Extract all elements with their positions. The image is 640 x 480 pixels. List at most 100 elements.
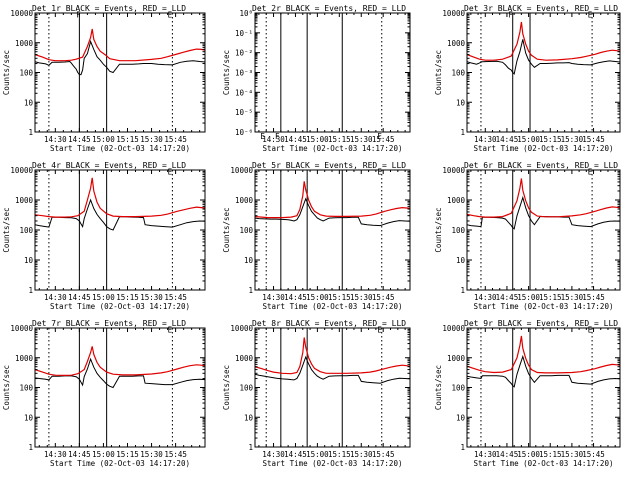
y-tick-label: 1000 <box>15 196 34 205</box>
x-axis-label: Start Time (02-Oct-03 14:17:20) <box>263 459 403 468</box>
x-tick-label: 14:45 <box>496 293 519 302</box>
y-tick-label: 10 <box>456 98 466 107</box>
series-events <box>467 39 620 75</box>
y-tick-label: 1 <box>248 443 253 452</box>
series-events <box>35 39 205 76</box>
x-tick-label: 15:45 <box>372 450 395 459</box>
marker-label: E <box>168 10 173 19</box>
x-tick-label: 15:30 <box>350 293 373 302</box>
y-tick-label: 1000 <box>235 354 254 363</box>
y-tick-label: 10000 <box>10 166 33 175</box>
x-tick-label: 15:45 <box>372 135 395 144</box>
x-tick-label: 15:15 <box>328 450 351 459</box>
series-lld <box>467 21 620 61</box>
y-tick-label: 10000 <box>230 166 253 175</box>
y-tick-label: 10000 <box>230 324 253 333</box>
x-tick-label: 15:30 <box>350 450 373 459</box>
y-tick-label: 10000 <box>442 166 465 175</box>
y-tick-label: 100 <box>451 384 465 393</box>
panel-title: Det 2r BLACK = Events, RED = LLD <box>252 4 406 13</box>
axes-frame <box>34 169 206 291</box>
x-tick-label: 14:45 <box>68 450 91 459</box>
series-lld <box>255 181 410 219</box>
y-tick-label: 1 <box>460 286 465 295</box>
y-axis-label: Counts/sec <box>2 50 11 95</box>
marker-label: E <box>588 167 593 176</box>
x-tick-label: 15:00 <box>517 293 540 302</box>
x-tick-label: 14:30 <box>474 135 497 144</box>
y-axis-label: Counts/sec <box>222 207 231 252</box>
marker-label: E <box>260 132 265 141</box>
y-tick-label: 100 <box>451 226 465 235</box>
axes-frame <box>34 327 206 448</box>
axes-frame <box>254 169 411 291</box>
marker-label: F <box>275 132 280 141</box>
panel-title: Det 4r BLACK = Events, RED = LLD <box>32 161 186 170</box>
y-tick-label: 10000 <box>10 9 33 18</box>
y-tick-label: 1 <box>28 128 33 137</box>
panel-title: Det 7r BLACK = Events, RED = LLD <box>32 319 186 328</box>
panel-title: Det 3r BLACK = Events, RED = LLD <box>464 4 618 13</box>
y-tick-label: 10 <box>456 256 466 265</box>
y-axis-label: Counts/sec <box>434 50 443 95</box>
y-tick-label: 10⁻⁶ <box>235 128 253 137</box>
y-tick-label: 10000 <box>442 9 465 18</box>
y-tick-label: 1000 <box>447 354 466 363</box>
x-tick-label: 15:00 <box>517 450 540 459</box>
marker-label: E <box>588 325 593 334</box>
x-tick-label: 14:30 <box>262 293 285 302</box>
marker-label: F <box>76 10 81 19</box>
x-tick-label: 15:00 <box>92 450 115 459</box>
y-axis-label: Counts/sec <box>2 207 11 252</box>
x-tick-label: 14:30 <box>44 450 67 459</box>
x-tick-label: 15:15 <box>328 293 351 302</box>
x-tick-label: 15:15 <box>539 135 562 144</box>
panel-title: Det 9r BLACK = Events, RED = LLD <box>464 319 618 328</box>
x-axis-label: Start Time (02-Oct-03 14:17:20) <box>263 302 403 311</box>
y-tick-label: 100 <box>239 226 253 235</box>
marker-label: E <box>588 10 593 19</box>
x-tick-label: 15:45 <box>164 293 187 302</box>
axes-frame <box>466 12 621 133</box>
marker-label: E <box>168 167 173 176</box>
x-tick-label: 14:30 <box>44 293 67 302</box>
series-events <box>467 354 620 388</box>
axes-frame <box>254 12 411 133</box>
y-tick-label: 1 <box>28 286 33 295</box>
series-events <box>35 198 205 231</box>
x-tick-label: 15:15 <box>539 293 562 302</box>
series-lld <box>35 28 205 62</box>
x-tick-label: 15:30 <box>561 135 584 144</box>
x-tick-label: 15:00 <box>92 293 115 302</box>
x-tick-label: 14:45 <box>68 135 91 144</box>
y-tick-label: 10⁻⁵ <box>235 108 253 117</box>
x-axis-label: Start Time (02-Oct-03 14:17:20) <box>50 144 190 153</box>
y-tick-label: 1000 <box>235 196 254 205</box>
y-tick-label: 10⁻² <box>235 49 253 58</box>
x-tick-label: 15:15 <box>116 293 139 302</box>
x-axis-label: Start Time (02-Oct-03 14:17:20) <box>50 302 190 311</box>
y-tick-label: 10⁻³ <box>235 69 253 78</box>
axes-frame <box>466 169 621 291</box>
y-axis-label: Counts/sec <box>222 50 231 95</box>
x-tick-label: 15:45 <box>372 293 395 302</box>
x-tick-label: 14:30 <box>262 450 285 459</box>
marker-label: E <box>377 167 382 176</box>
x-tick-label: 15:45 <box>582 135 605 144</box>
axes-frame <box>254 327 411 448</box>
y-axis-label: Counts/sec <box>434 365 443 410</box>
y-tick-label: 10000 <box>10 324 33 333</box>
y-tick-label: 1 <box>248 286 253 295</box>
y-tick-label: 100 <box>19 69 33 78</box>
x-tick-label: 15:30 <box>140 293 163 302</box>
x-tick-label: 15:15 <box>539 450 562 459</box>
x-tick-label: 15:00 <box>306 450 329 459</box>
x-tick-label: 15:15 <box>328 135 351 144</box>
x-tick-label: 15:45 <box>164 135 187 144</box>
series-lld <box>35 177 205 218</box>
x-axis-label: Start Time (02-Oct-03 14:17:20) <box>50 459 190 468</box>
